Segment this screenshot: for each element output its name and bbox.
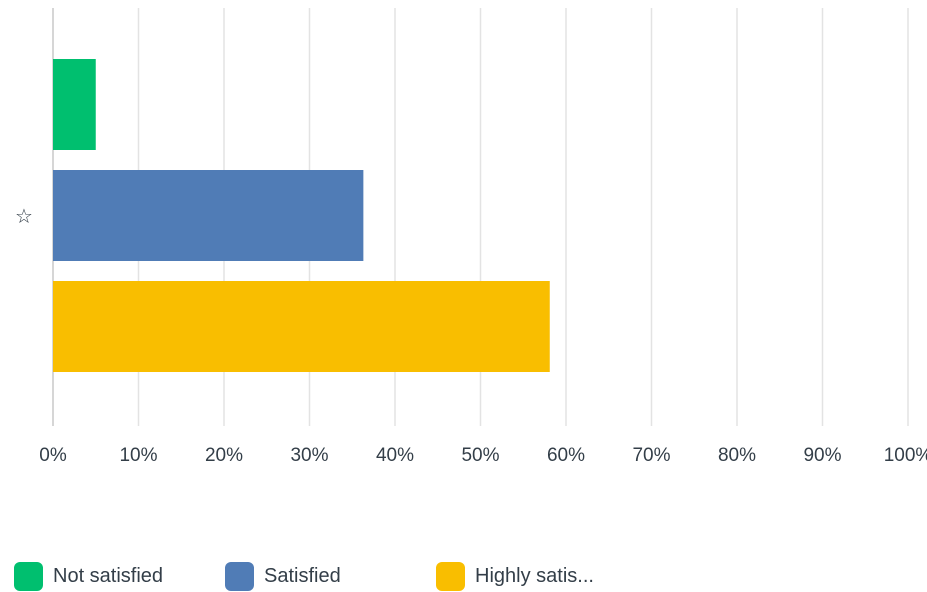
x-tick-label-5: 50% [461,445,499,466]
legend-swatch-highly-satisfied [436,561,465,591]
category-label-star: ☆ [15,204,33,228]
x-tick-labels: 0% 10% 20% 30% 40% 50% 60% 70% 80% 90% 100% [39,445,927,466]
legend-item-satisfied[interactable]: Satisfied [225,561,341,591]
bar-highly-satis[interactable] [53,281,550,372]
bars [53,59,550,372]
legend-item-not-satisfied[interactable]: Not satisfied [14,561,163,591]
x-tick-label-7: 70% [632,445,670,466]
legend-label-highly-satisfied: Highly satis... [475,564,594,587]
x-tick-label-9: 90% [803,445,841,466]
x-tick-label-8: 80% [718,445,756,466]
x-tick-label-1: 10% [119,445,157,466]
x-tick-label-10: 100% [884,445,927,466]
legend-item-highly-satisfied[interactable]: Highly satis... [436,561,594,591]
x-tick-label-6: 60% [547,445,585,466]
x-tick-label-3: 30% [290,445,328,466]
x-tick-label-0: 0% [39,445,67,466]
x-tick-label-2: 20% [205,445,243,466]
legend-swatch-not-satisfied [14,561,43,591]
legend-label-satisfied: Satisfied [264,564,341,587]
gridlines [137,8,909,426]
x-tick-label-4: 40% [376,445,414,466]
bar-not-satisfied[interactable] [53,59,96,150]
bar-chart: 0% 10% 20% 30% 40% 50% 60% 70% 80% 90% 100% ☆ [15,8,927,466]
legend-label-not-satisfied: Not satisfied [53,564,164,587]
bar-satisfied[interactable] [53,170,364,261]
legend-swatch-satisfied [225,561,254,591]
legend: Not satisfied Satisfied Highly satis... [14,561,914,591]
